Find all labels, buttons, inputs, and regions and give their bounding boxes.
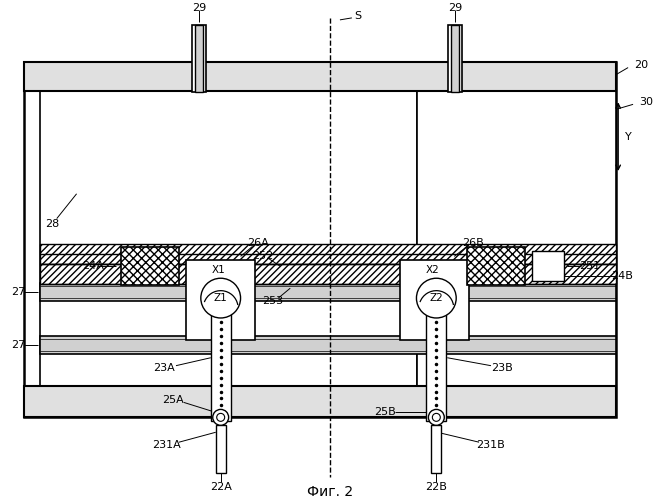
Text: 23B: 23B — [491, 362, 513, 372]
Bar — [432, 426, 442, 473]
Circle shape — [416, 278, 456, 318]
Text: S: S — [354, 11, 362, 21]
Bar — [24, 62, 616, 92]
Bar — [40, 336, 616, 354]
Text: 22A: 22A — [210, 482, 232, 492]
Bar — [532, 252, 564, 281]
Bar — [216, 426, 226, 473]
Bar — [40, 283, 616, 301]
Bar — [192, 25, 206, 92]
Text: 253: 253 — [262, 296, 283, 306]
Bar — [211, 302, 230, 422]
Text: 27: 27 — [11, 340, 25, 350]
Text: 24A: 24A — [82, 262, 104, 272]
Bar — [448, 25, 462, 92]
Text: 25B: 25B — [374, 408, 395, 418]
Text: 22B: 22B — [426, 482, 447, 492]
Bar — [40, 78, 417, 404]
Text: 23A: 23A — [153, 362, 175, 372]
Text: 26B: 26B — [462, 238, 484, 248]
Text: 231A: 231A — [152, 440, 180, 450]
Bar — [121, 248, 179, 285]
Circle shape — [201, 278, 240, 318]
Bar — [426, 302, 446, 422]
Circle shape — [213, 410, 228, 426]
Bar — [186, 260, 255, 340]
Text: 29: 29 — [448, 3, 463, 13]
Text: 251: 251 — [579, 262, 600, 272]
Text: Y: Y — [625, 132, 632, 142]
Text: X2: X2 — [426, 266, 439, 276]
Bar — [40, 244, 616, 264]
Text: 27: 27 — [11, 287, 25, 297]
Text: Z1: Z1 — [214, 293, 228, 303]
Text: 20: 20 — [634, 60, 648, 70]
Bar — [24, 62, 616, 418]
Text: 252: 252 — [252, 252, 273, 262]
Circle shape — [216, 414, 224, 422]
Bar — [24, 386, 616, 418]
Bar — [451, 25, 459, 92]
Text: Фиг. 2: Фиг. 2 — [307, 485, 353, 499]
Text: 25A: 25A — [162, 396, 184, 406]
Bar — [467, 248, 525, 285]
Text: 26A: 26A — [248, 238, 269, 248]
Text: 231B: 231B — [477, 440, 506, 450]
Text: 24B: 24B — [611, 271, 633, 281]
Text: X1: X1 — [212, 266, 226, 276]
Bar — [399, 260, 469, 340]
Bar — [195, 25, 203, 92]
Text: 28: 28 — [45, 218, 59, 228]
Circle shape — [428, 410, 444, 426]
Bar — [417, 78, 616, 404]
Text: 29: 29 — [191, 3, 206, 13]
Text: 30: 30 — [639, 98, 653, 108]
Text: Z2: Z2 — [430, 293, 444, 303]
Bar — [40, 264, 616, 284]
Circle shape — [432, 414, 440, 422]
